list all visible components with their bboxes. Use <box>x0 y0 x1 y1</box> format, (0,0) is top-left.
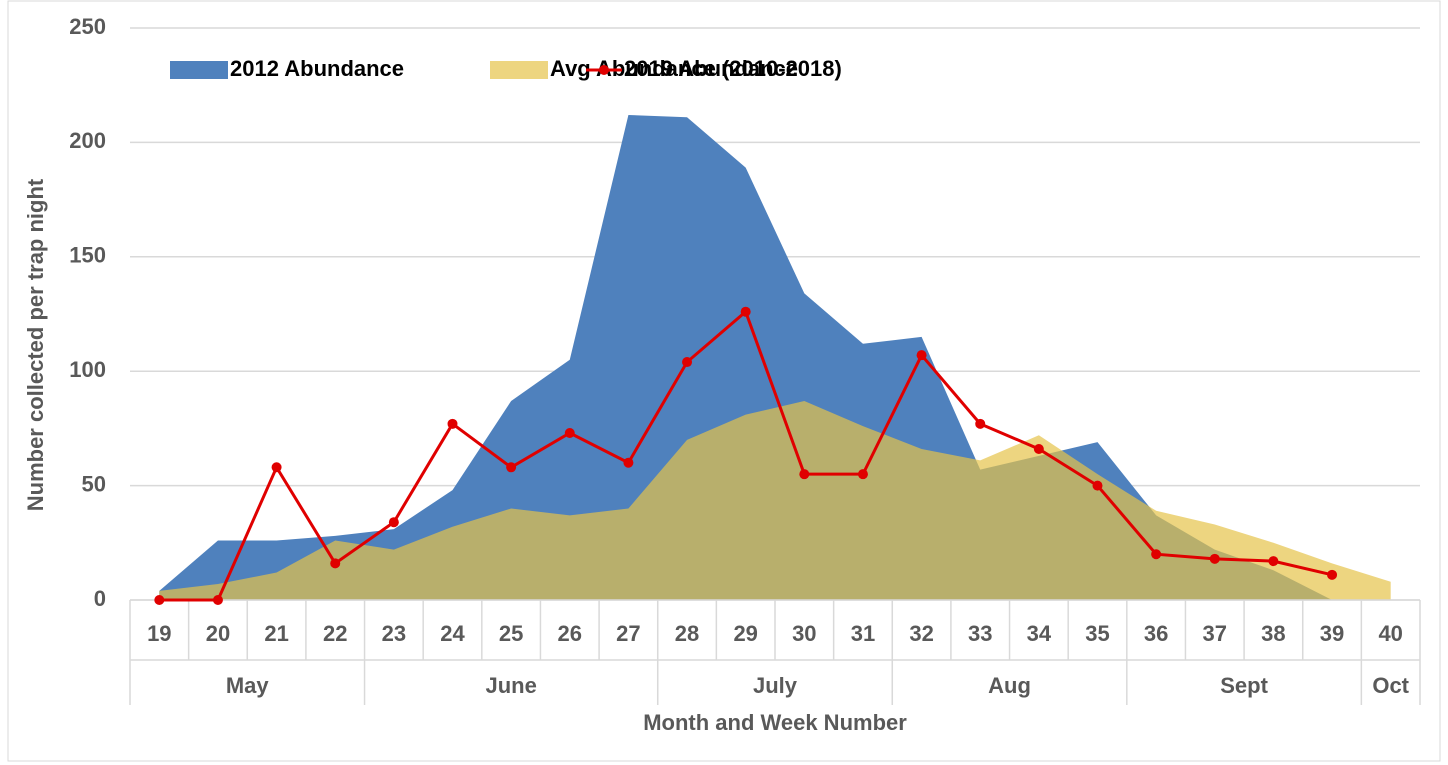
point <box>916 350 927 361</box>
point <box>1092 480 1103 491</box>
month-label: July <box>753 673 798 698</box>
x-tick-label: 20 <box>206 621 230 646</box>
x-tick-label: 38 <box>1261 621 1285 646</box>
x-tick-label: 40 <box>1378 621 1402 646</box>
x-tick-label: 31 <box>851 621 875 646</box>
legend-swatch <box>490 61 548 79</box>
x-tick-label: 29 <box>733 621 757 646</box>
y-axis-title: Number collected per trap night <box>23 178 48 511</box>
point <box>388 517 399 528</box>
x-axis-title: Month and Week Number <box>643 710 907 735</box>
legend-label: 2019 Abundance <box>624 56 798 81</box>
point <box>447 418 458 429</box>
y-tick-label: 100 <box>69 357 106 382</box>
point <box>623 457 634 468</box>
point <box>271 462 282 473</box>
x-tick-label: 39 <box>1320 621 1344 646</box>
point <box>1209 553 1220 564</box>
x-tick-label: 25 <box>499 621 523 646</box>
point <box>740 306 751 317</box>
legend-swatch <box>170 61 228 79</box>
month-label: Aug <box>988 673 1031 698</box>
x-tick-label: 30 <box>792 621 816 646</box>
point <box>857 469 868 480</box>
area <box>159 400 1391 600</box>
y-tick-label: 150 <box>69 243 106 268</box>
x-tick-label: 36 <box>1144 621 1168 646</box>
month-label: June <box>485 673 536 698</box>
y-tick-label: 50 <box>82 471 106 496</box>
point <box>799 469 810 480</box>
y-tick-label: 250 <box>69 14 106 39</box>
point <box>506 462 517 473</box>
x-tick-label: 34 <box>1027 621 1052 646</box>
y-tick-label: 200 <box>69 128 106 153</box>
x-tick-label: 32 <box>909 621 933 646</box>
legend-label: 2012 Abundance <box>230 56 404 81</box>
point <box>1327 569 1338 580</box>
point <box>330 558 341 569</box>
point <box>1151 549 1162 560</box>
x-tick-label: 28 <box>675 621 699 646</box>
legend-label: Avg Abundance (2010-2018) <box>550 56 842 81</box>
y-tick-label: 0 <box>94 586 106 611</box>
x-tick-label: 27 <box>616 621 640 646</box>
x-tick-label: 26 <box>558 621 582 646</box>
x-tick-label: 19 <box>147 621 171 646</box>
x-tick-label: 37 <box>1203 621 1227 646</box>
x-tick-label: 23 <box>382 621 406 646</box>
x-tick-label: 22 <box>323 621 347 646</box>
x-tick-label: 33 <box>968 621 992 646</box>
month-label: Oct <box>1372 673 1409 698</box>
point <box>975 418 986 429</box>
point <box>212 595 223 605</box>
x-tick-label: 21 <box>264 621 288 646</box>
point <box>564 427 575 438</box>
month-label: Sept <box>1220 673 1268 698</box>
point <box>154 595 165 605</box>
x-tick-label: 35 <box>1085 621 1109 646</box>
month-label: May <box>226 673 270 698</box>
point <box>682 357 693 368</box>
point <box>1033 443 1044 454</box>
x-tick-label: 24 <box>440 621 465 646</box>
legend-marker <box>599 65 609 75</box>
point <box>1268 556 1279 567</box>
